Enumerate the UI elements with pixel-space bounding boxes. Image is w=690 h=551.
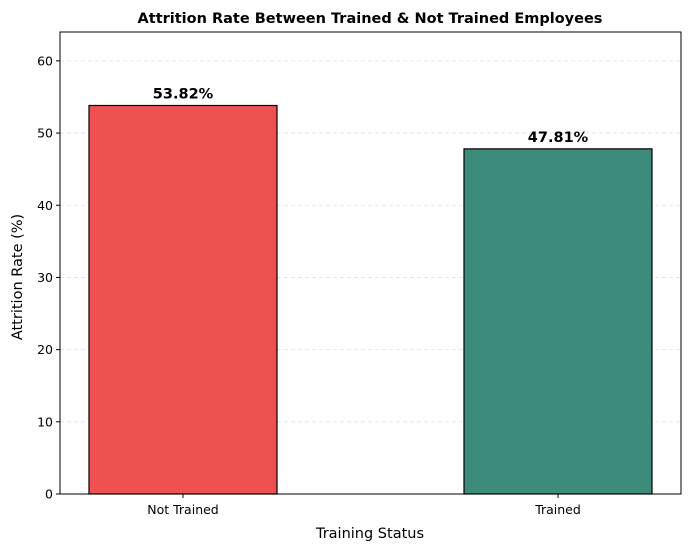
y-tick-label: 40 bbox=[37, 198, 53, 213]
y-axis-ticks: 0 10 20 30 40 50 60 bbox=[37, 53, 60, 502]
bar-trained bbox=[463, 148, 653, 495]
plot-frame bbox=[59, 31, 682, 495]
y-tick-label: 20 bbox=[37, 342, 53, 357]
x-tick-label: Trained bbox=[534, 502, 581, 517]
y-tick-label: 30 bbox=[37, 270, 53, 285]
y-gridlines bbox=[60, 60, 681, 423]
data-labels: 53.82% 47.81% bbox=[153, 86, 589, 145]
x-axis-label: Training Status bbox=[315, 526, 424, 542]
data-label: 47.81% bbox=[528, 130, 589, 146]
chart-title: Attrition Rate Between Trained & Not Tra… bbox=[138, 11, 603, 27]
y-tick-label: 10 bbox=[37, 414, 53, 429]
bar-not-trained bbox=[88, 104, 278, 495]
y-tick-label: 60 bbox=[37, 53, 53, 68]
x-axis-ticks: Not Trained Trained bbox=[147, 494, 581, 517]
data-label: 53.82% bbox=[153, 86, 214, 102]
y-axis-label: Attrition Rate (%) bbox=[10, 214, 26, 340]
bars bbox=[88, 104, 653, 495]
x-tick-label: Not Trained bbox=[147, 502, 219, 517]
y-tick-label: 50 bbox=[37, 126, 53, 141]
y-tick-label: 0 bbox=[45, 487, 53, 502]
